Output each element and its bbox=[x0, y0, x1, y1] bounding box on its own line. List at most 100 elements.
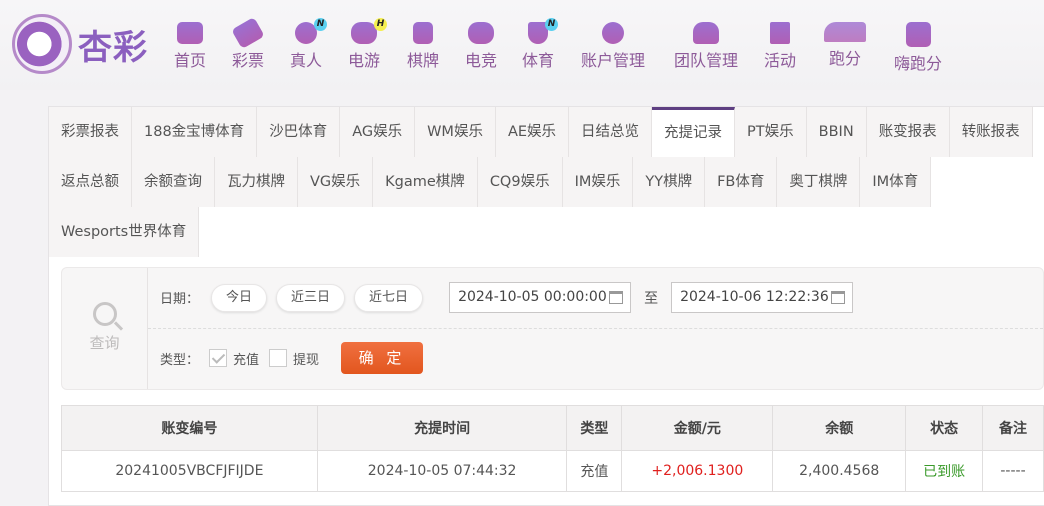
tab-im-casino[interactable]: IM娱乐 bbox=[562, 157, 634, 207]
cell-status: 已到账 bbox=[905, 450, 984, 492]
tab-account-changes[interactable]: 账变报表 bbox=[866, 107, 950, 157]
type-label: 类型： bbox=[160, 352, 200, 368]
nav-live[interactable]: N 真人 bbox=[289, 18, 327, 71]
confirm-button[interactable]: 确 定 bbox=[341, 342, 424, 374]
tab-im-sports[interactable]: IM体育 bbox=[860, 157, 932, 207]
tab-fb[interactable]: FB体育 bbox=[705, 157, 778, 207]
col-balance: 余额 bbox=[772, 405, 907, 451]
date-label: 日期： bbox=[160, 292, 200, 307]
divider bbox=[148, 328, 1043, 329]
to-label: 至 bbox=[644, 290, 659, 307]
new-badge: N bbox=[313, 18, 327, 31]
col-time: 充提时间 bbox=[316, 405, 568, 451]
gamepad-icon: H bbox=[350, 18, 387, 44]
query-button[interactable]: 查询 bbox=[62, 268, 148, 389]
nav-paofen[interactable]: 跑分 bbox=[824, 22, 866, 69]
cell-id: 20241005VBCFJFIJDE bbox=[61, 450, 318, 492]
yen-coin-icon bbox=[601, 22, 624, 44]
tab-daily-summary[interactable]: 日结总览 bbox=[569, 107, 653, 157]
end-date-value: 2024-10-06 12:22:36 bbox=[680, 289, 829, 305]
tab-rebate-total[interactable]: 返点总额 bbox=[49, 157, 132, 207]
nav-label: 嗨跑分 bbox=[893, 54, 943, 73]
col-id: 账变编号 bbox=[61, 405, 318, 451]
records-table: 账变编号 充提时间 类型 金额/元 余额 状态 备注 20241005VBCFJ… bbox=[61, 405, 1044, 492]
cell-balance: 2,400.4568 bbox=[772, 450, 907, 492]
rhino-icon bbox=[824, 22, 866, 42]
start-date-value: 2024-10-05 00:00:00 bbox=[458, 289, 607, 305]
top-nav-bar: 杏彩 首页 彩票 N 真人 H 电游 棋牌 电竞 N 体育 账户管理 团队管理 活动 … bbox=[0, 0, 1044, 90]
gift-icon bbox=[769, 22, 790, 44]
cards-icon bbox=[412, 22, 433, 44]
last-7-days-button[interactable]: 近七日 bbox=[354, 283, 424, 312]
tab-deposit-withdraw[interactable]: 充提记录 bbox=[652, 107, 736, 157]
tab-lottery-report[interactable]: 彩票报表 bbox=[49, 107, 132, 157]
cell-type: 充值 bbox=[566, 450, 623, 492]
nav-label: 跑分 bbox=[828, 49, 861, 68]
nav-team[interactable]: 团队管理 bbox=[674, 22, 738, 71]
dealer-icon: N bbox=[294, 18, 327, 44]
tab-saba[interactable]: 沙巴体育 bbox=[257, 107, 341, 157]
tab-bbin[interactable]: BBIN bbox=[806, 107, 867, 157]
tab-cq9[interactable]: CQ9娱乐 bbox=[477, 157, 563, 207]
col-remark: 备注 bbox=[982, 405, 1044, 451]
tab-row-3: Wesports世界体育 bbox=[49, 207, 200, 257]
today-button[interactable]: 今日 bbox=[211, 283, 268, 312]
tab-wali[interactable]: 瓦力棋牌 bbox=[215, 157, 298, 207]
ticket-icon bbox=[231, 16, 265, 50]
cell-amount: +2,006.1300 bbox=[621, 450, 774, 492]
withdraw-checkbox[interactable] bbox=[269, 349, 288, 367]
nav-label: 电游 bbox=[347, 51, 381, 70]
nav-promotions[interactable]: 活动 bbox=[764, 22, 796, 71]
tab-kgame[interactable]: Kgame棋牌 bbox=[373, 157, 478, 207]
tab-yy[interactable]: YY棋牌 bbox=[633, 157, 706, 207]
nav-sports[interactable]: N 体育 bbox=[522, 18, 558, 71]
trophy-icon: N bbox=[527, 18, 558, 44]
col-amount: 金额/元 bbox=[621, 405, 774, 451]
type-row: 类型： 充值 提现 确 定 bbox=[160, 342, 424, 374]
team-icon bbox=[692, 22, 719, 44]
withdraw-label: 提现 bbox=[293, 352, 320, 368]
nav-lottery[interactable]: 彩票 bbox=[231, 16, 265, 71]
tab-odin[interactable]: 奥丁棋牌 bbox=[777, 157, 861, 207]
tab-wm[interactable]: WM娱乐 bbox=[415, 107, 496, 157]
nav-hi-paofen[interactable]: 嗨跑分 bbox=[894, 22, 942, 74]
tab-pt[interactable]: PT娱乐 bbox=[735, 107, 807, 157]
gamepad-icon bbox=[467, 22, 494, 44]
tab-wesports[interactable]: Wesports世界体育 bbox=[49, 207, 200, 257]
end-date-input[interactable]: 2024-10-06 12:22:36 bbox=[671, 282, 854, 313]
calendar-icon[interactable] bbox=[609, 291, 624, 304]
nav-label: 账户管理 bbox=[580, 51, 646, 70]
start-date-input[interactable]: 2024-10-05 00:00:00 bbox=[449, 282, 632, 313]
col-type: 类型 bbox=[566, 405, 623, 451]
tab-vg[interactable]: VG娱乐 bbox=[298, 157, 374, 207]
nav-chess[interactable]: 棋牌 bbox=[407, 22, 439, 71]
date-row: 日期： 今日 近三日 近七日 2024-10-05 00:00:00 至 202… bbox=[160, 282, 854, 313]
nav-label: 首页 bbox=[173, 51, 207, 70]
deposit-label: 充值 bbox=[233, 352, 260, 368]
logo-icon bbox=[12, 14, 72, 74]
logo[interactable]: 杏彩 bbox=[12, 14, 148, 74]
nav-account[interactable]: 账户管理 bbox=[581, 22, 645, 71]
tab-balance-query[interactable]: 余额查询 bbox=[132, 157, 215, 207]
nav-label: 彩票 bbox=[231, 51, 265, 70]
tab-ag[interactable]: AG娱乐 bbox=[340, 107, 416, 157]
nav-label: 电竞 bbox=[464, 51, 498, 70]
nav-label: 团队管理 bbox=[673, 51, 739, 70]
calendar-icon[interactable] bbox=[831, 291, 846, 304]
tab-transfer-report[interactable]: 转账报表 bbox=[949, 107, 1033, 157]
tab-row-1: 彩票报表 188金宝博体育 沙巴体育 AG娱乐 WM娱乐 AE娱乐 日结总览 充… bbox=[49, 107, 1033, 157]
hot-badge: H bbox=[373, 18, 387, 31]
tab-ae[interactable]: AE娱乐 bbox=[495, 107, 570, 157]
nav-slots[interactable]: H 电游 bbox=[347, 18, 387, 71]
nav-esports[interactable]: 电竞 bbox=[465, 22, 497, 71]
last-3-days-button[interactable]: 近三日 bbox=[276, 283, 346, 312]
tab-188bet[interactable]: 188金宝博体育 bbox=[132, 107, 258, 157]
query-panel: 查询 日期： 今日 近三日 近七日 2024-10-05 00:00:00 至 … bbox=[61, 267, 1044, 390]
search-icon bbox=[92, 302, 117, 326]
nav-home[interactable]: 首页 bbox=[174, 22, 206, 71]
table-row: 20241005VBCFJFIJDE 2024-10-05 07:44:32 充… bbox=[61, 450, 1044, 492]
cell-time: 2024-10-05 07:44:32 bbox=[316, 450, 568, 492]
nav-label: 真人 bbox=[289, 51, 323, 70]
deposit-checkbox[interactable] bbox=[209, 349, 228, 367]
home-icon bbox=[176, 22, 203, 44]
